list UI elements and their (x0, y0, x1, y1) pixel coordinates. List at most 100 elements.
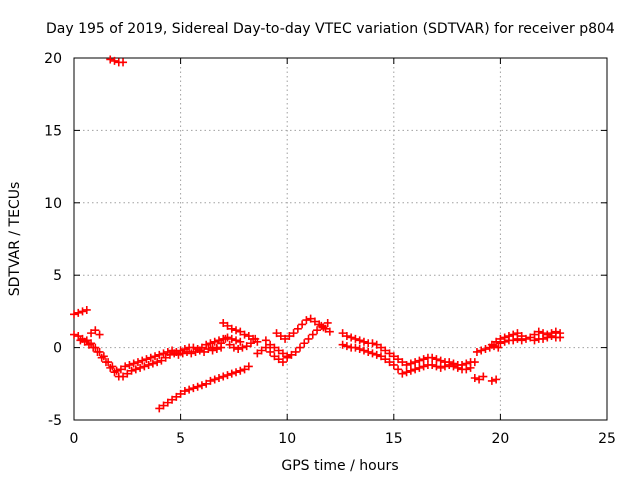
data-point (298, 320, 307, 329)
data-point (270, 343, 279, 352)
data-point (70, 310, 78, 319)
data-point (123, 369, 132, 378)
data-point (406, 366, 415, 375)
data-point (80, 337, 89, 346)
data-point (432, 362, 441, 371)
x-axis-label: GPS time / hours (281, 458, 398, 474)
data-point (78, 307, 87, 316)
data-point (283, 353, 292, 362)
series-arc-early (70, 305, 104, 339)
data-point (342, 342, 351, 351)
x-tick-label: 5 (176, 431, 185, 447)
data-point (539, 334, 548, 343)
data-point (232, 336, 241, 345)
data-point (153, 358, 162, 367)
series-arc-rising (155, 362, 253, 413)
data-point (148, 359, 157, 368)
data-point (106, 363, 115, 372)
data-point (274, 355, 283, 364)
data-point (428, 360, 437, 369)
data-point (302, 316, 311, 325)
data-point (295, 343, 304, 352)
data-point (182, 347, 191, 356)
data-point (368, 339, 377, 348)
data-point (176, 389, 185, 398)
data-point (338, 329, 347, 338)
data-point (315, 320, 324, 329)
data-point (238, 343, 247, 352)
data-point (172, 392, 181, 401)
data-point (517, 336, 526, 345)
data-point (281, 334, 290, 343)
data-point (225, 340, 234, 349)
chart-title: Day 195 of 2019, Sidereal Day-to-day VTE… (46, 21, 615, 37)
data-point (492, 375, 501, 384)
data-point (440, 362, 449, 371)
data-point (223, 371, 232, 380)
data-point (214, 374, 223, 383)
data-point (385, 358, 394, 367)
data-point (359, 337, 368, 346)
data-point (165, 350, 174, 359)
y-axis-label: SDTVAR / TECUs (7, 182, 23, 297)
data-point (300, 339, 309, 348)
data-point (513, 334, 522, 343)
data-point (212, 343, 221, 352)
y-tick-label: 5 (53, 268, 62, 284)
data-point (74, 332, 83, 341)
data-point (146, 353, 155, 362)
data-point (470, 374, 479, 383)
x-tick-label: 15 (385, 431, 403, 447)
data-point (492, 337, 501, 346)
data-point (138, 356, 147, 365)
data-point (291, 347, 300, 356)
data-point (274, 346, 283, 355)
series-arc-right-a (338, 329, 479, 369)
data-point (193, 382, 202, 391)
data-point (155, 350, 164, 359)
data-point (398, 358, 407, 367)
data-point (385, 349, 394, 358)
data-point (76, 336, 85, 345)
data-point (227, 369, 236, 378)
series-arc-late-b (470, 372, 501, 385)
data-point (389, 360, 398, 369)
data-point (355, 336, 364, 345)
data-point (208, 346, 217, 355)
data-point (276, 332, 285, 341)
data-point (204, 345, 213, 354)
data-point (526, 333, 535, 342)
data-point (110, 56, 119, 65)
data-point (91, 326, 100, 335)
data-point (210, 337, 219, 346)
data-point (543, 333, 552, 342)
data-point (372, 340, 381, 349)
data-point (253, 349, 262, 358)
data-points (70, 55, 565, 413)
series-arc-top (106, 55, 128, 67)
data-point (229, 343, 238, 352)
data-point (419, 355, 428, 364)
data-point (487, 376, 496, 385)
data-point (101, 358, 110, 367)
data-point (347, 333, 356, 342)
data-point (432, 355, 441, 364)
series-arc-lower-left (76, 336, 226, 381)
data-point (106, 55, 115, 64)
series-arc-center-b (272, 314, 332, 343)
data-point (189, 343, 198, 352)
data-point (415, 356, 424, 365)
data-point (97, 353, 106, 362)
data-point (325, 327, 334, 336)
data-point (244, 332, 253, 341)
data-point (530, 336, 539, 345)
y-tick-label: -5 (48, 413, 62, 429)
data-point (74, 308, 83, 317)
data-point (470, 358, 479, 367)
data-point (272, 329, 281, 338)
data-point (428, 353, 437, 362)
data-point (402, 360, 411, 369)
data-point (223, 321, 232, 330)
data-point (95, 330, 104, 339)
data-point (93, 347, 102, 356)
